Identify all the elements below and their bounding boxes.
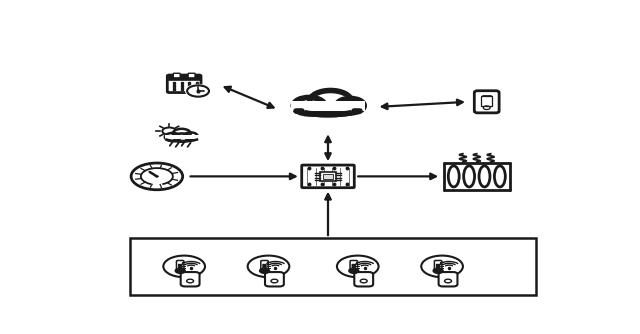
Circle shape xyxy=(187,86,209,97)
Circle shape xyxy=(173,129,191,138)
Circle shape xyxy=(337,99,364,113)
Circle shape xyxy=(184,132,198,140)
Ellipse shape xyxy=(296,103,360,117)
Bar xyxy=(323,174,333,179)
FancyBboxPatch shape xyxy=(178,264,182,270)
FancyBboxPatch shape xyxy=(350,261,358,270)
FancyBboxPatch shape xyxy=(355,272,373,287)
Bar xyxy=(481,96,492,106)
Circle shape xyxy=(337,256,379,277)
FancyBboxPatch shape xyxy=(188,73,195,78)
Circle shape xyxy=(248,256,289,277)
Circle shape xyxy=(421,256,463,277)
Circle shape xyxy=(260,268,269,273)
Ellipse shape xyxy=(495,166,506,187)
Circle shape xyxy=(173,134,189,142)
Ellipse shape xyxy=(479,166,490,187)
FancyBboxPatch shape xyxy=(435,261,442,270)
Circle shape xyxy=(186,85,211,98)
Circle shape xyxy=(349,268,359,273)
FancyBboxPatch shape xyxy=(351,264,356,270)
Circle shape xyxy=(175,268,185,273)
FancyBboxPatch shape xyxy=(167,75,201,93)
Circle shape xyxy=(310,91,351,112)
Circle shape xyxy=(131,163,182,190)
Circle shape xyxy=(165,133,180,141)
FancyBboxPatch shape xyxy=(291,101,365,111)
FancyBboxPatch shape xyxy=(262,264,267,270)
Ellipse shape xyxy=(463,166,475,187)
Circle shape xyxy=(163,256,205,277)
FancyBboxPatch shape xyxy=(260,261,268,270)
Bar xyxy=(165,135,198,139)
FancyBboxPatch shape xyxy=(177,261,184,270)
FancyBboxPatch shape xyxy=(173,73,180,78)
Bar xyxy=(129,238,536,295)
Circle shape xyxy=(293,98,325,114)
Circle shape xyxy=(433,268,443,273)
FancyBboxPatch shape xyxy=(438,272,458,287)
FancyBboxPatch shape xyxy=(168,75,200,80)
Circle shape xyxy=(155,175,159,177)
FancyBboxPatch shape xyxy=(301,165,355,188)
FancyBboxPatch shape xyxy=(436,264,440,270)
FancyBboxPatch shape xyxy=(474,91,499,113)
FancyBboxPatch shape xyxy=(265,272,284,287)
FancyBboxPatch shape xyxy=(180,272,200,287)
FancyBboxPatch shape xyxy=(293,103,363,116)
Ellipse shape xyxy=(448,166,459,187)
Circle shape xyxy=(163,128,176,135)
Bar xyxy=(320,172,336,181)
